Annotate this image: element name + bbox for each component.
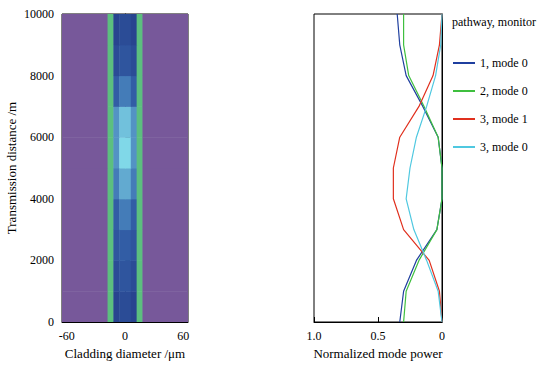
svg-text:-60: -60 xyxy=(59,329,75,343)
svg-text:3, mode 0: 3, mode 0 xyxy=(480,140,528,154)
svg-text:8000: 8000 xyxy=(30,69,54,83)
svg-text:Cladding diameter /μm: Cladding diameter /μm xyxy=(65,346,185,361)
svg-text:4000: 4000 xyxy=(30,192,54,206)
svg-text:1, mode 0: 1, mode 0 xyxy=(480,56,528,70)
svg-text:pathway, monitor: pathway, monitor xyxy=(452,15,536,29)
svg-text:2, mode 0: 2, mode 0 xyxy=(480,84,528,98)
svg-text:10000: 10000 xyxy=(24,7,54,21)
svg-text:3, mode 1: 3, mode 1 xyxy=(480,112,528,126)
svg-text:0.5: 0.5 xyxy=(371,329,386,343)
svg-text:2000: 2000 xyxy=(30,253,54,267)
svg-text:Normalized mode power: Normalized mode power xyxy=(313,346,443,361)
svg-text:1.0: 1.0 xyxy=(307,329,322,343)
svg-text:6000: 6000 xyxy=(30,130,54,144)
svg-text:0: 0 xyxy=(48,315,54,329)
svg-text:0: 0 xyxy=(122,329,128,343)
svg-text:60: 60 xyxy=(177,329,189,343)
svg-text:Transmission distance /m: Transmission distance /m xyxy=(4,102,19,234)
svg-text:0: 0 xyxy=(439,329,445,343)
